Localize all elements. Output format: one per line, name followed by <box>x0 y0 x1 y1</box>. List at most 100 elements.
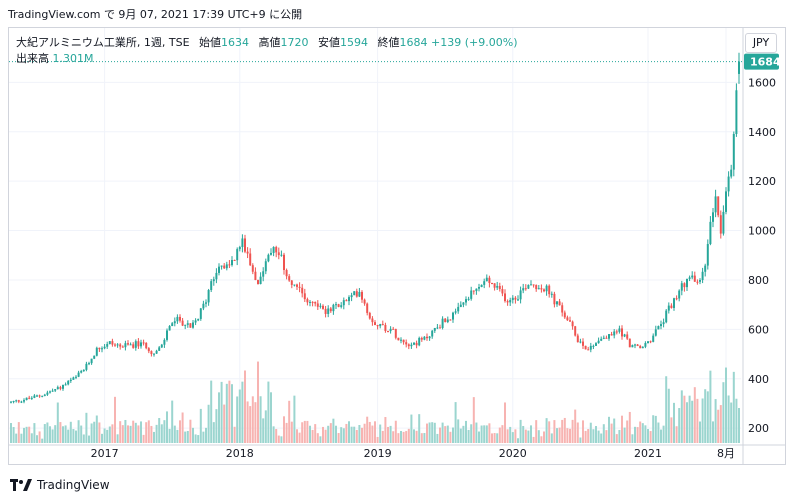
candle-body[interactable] <box>129 344 132 346</box>
candle-body[interactable] <box>249 253 252 266</box>
candle-body[interactable] <box>400 339 402 341</box>
candle-body[interactable] <box>46 392 49 395</box>
candle-body[interactable] <box>524 288 527 290</box>
candle-body[interactable] <box>519 290 522 300</box>
candle-body[interactable] <box>150 351 153 355</box>
candle-body[interactable] <box>106 344 109 347</box>
candle-body[interactable] <box>233 259 236 261</box>
candle-body[interactable] <box>36 395 38 397</box>
candle-body[interactable] <box>441 318 444 328</box>
candle-body[interactable] <box>491 282 493 284</box>
candle-body[interactable] <box>285 269 288 277</box>
candle-body[interactable] <box>311 301 314 303</box>
candle-body[interactable] <box>168 326 171 331</box>
candle-body[interactable] <box>530 284 532 286</box>
candle-body[interactable] <box>114 344 116 346</box>
candle-body[interactable] <box>392 328 395 330</box>
candle-body[interactable] <box>610 334 613 336</box>
candle-body[interactable] <box>82 369 85 372</box>
candle-body[interactable] <box>587 349 590 351</box>
candle-body[interactable] <box>33 395 36 398</box>
candle-body[interactable] <box>379 324 382 327</box>
symbol-title[interactable]: 大紀アルミニウム工業所, 1週, TSE <box>16 36 190 49</box>
candle-body[interactable] <box>202 303 205 309</box>
candle-body[interactable] <box>98 347 101 350</box>
candle-body[interactable] <box>725 191 727 212</box>
candle-body[interactable] <box>452 312 454 320</box>
candle-body[interactable] <box>173 321 176 324</box>
candle-body[interactable] <box>735 90 738 134</box>
candle-body[interactable] <box>342 300 345 306</box>
candle-body[interactable] <box>680 283 683 291</box>
candle-body[interactable] <box>426 336 428 339</box>
candle-body[interactable] <box>67 381 70 385</box>
candle-body[interactable] <box>77 372 80 377</box>
candle-body[interactable] <box>132 344 135 348</box>
candle-body[interactable] <box>10 401 12 403</box>
candle-body[interactable] <box>589 345 592 350</box>
candle-body[interactable] <box>340 305 343 307</box>
candle-body[interactable] <box>137 341 140 347</box>
candle-body[interactable] <box>657 326 660 330</box>
candle-body[interactable] <box>673 298 675 308</box>
candle-body[interactable] <box>246 251 249 254</box>
candle-body[interactable] <box>545 285 548 292</box>
candle-body[interactable] <box>667 305 670 311</box>
candle-body[interactable] <box>124 343 127 348</box>
candle-body[interactable] <box>350 295 353 298</box>
candle-body[interactable] <box>641 346 644 349</box>
candle-body[interactable] <box>38 395 41 397</box>
candle-body[interactable] <box>108 341 111 345</box>
candle-body[interactable] <box>467 298 470 300</box>
candle-body[interactable] <box>90 358 93 364</box>
brand-name[interactable]: TradingView <box>37 478 110 492</box>
candle-body[interactable] <box>561 305 564 313</box>
candle-body[interactable] <box>415 342 418 346</box>
candle-body[interactable] <box>337 304 340 307</box>
currency-button[interactable]: JPY <box>745 33 777 53</box>
candle-body[interactable] <box>618 328 621 332</box>
candle-body[interactable] <box>121 346 124 348</box>
candle-body[interactable] <box>272 247 275 253</box>
candle-body[interactable] <box>64 384 67 386</box>
candle-body[interactable] <box>262 271 265 277</box>
candle-body[interactable] <box>662 322 665 325</box>
candle-body[interactable] <box>387 330 389 332</box>
candle-body[interactable] <box>704 265 707 272</box>
candle-body[interactable] <box>548 285 551 295</box>
candle-body[interactable] <box>205 302 207 304</box>
candle-body[interactable] <box>439 327 441 329</box>
candle-body[interactable] <box>712 212 714 222</box>
candle-body[interactable] <box>639 346 642 349</box>
candle-body[interactable] <box>215 272 218 280</box>
candle-body[interactable] <box>418 337 421 346</box>
candle-body[interactable] <box>459 304 462 307</box>
candle-body[interactable] <box>509 300 512 303</box>
candle-body[interactable] <box>20 401 23 403</box>
candle-body[interactable] <box>532 284 535 286</box>
candle-body[interactable] <box>696 281 699 283</box>
candle-body[interactable] <box>628 338 631 348</box>
candle-body[interactable] <box>314 302 317 304</box>
candle-body[interactable] <box>511 297 514 301</box>
candle-body[interactable] <box>207 290 210 303</box>
candle-body[interactable] <box>420 337 423 340</box>
candle-body[interactable] <box>116 344 119 346</box>
candle-body[interactable] <box>540 288 543 290</box>
candle-body[interactable] <box>485 277 488 282</box>
candle-body[interactable] <box>550 293 553 295</box>
candle-body[interactable] <box>283 254 285 270</box>
candle-body[interactable] <box>277 252 280 256</box>
candle-body[interactable] <box>306 299 309 303</box>
candle-body[interactable] <box>303 293 306 300</box>
candle-body[interactable] <box>478 287 480 289</box>
candle-body[interactable] <box>288 276 291 281</box>
candle-body[interactable] <box>595 343 597 346</box>
candle-body[interactable] <box>12 401 15 403</box>
candle-body[interactable] <box>153 353 155 355</box>
candle-body[interactable] <box>41 395 44 397</box>
candle-body[interactable] <box>488 277 491 283</box>
candle-body[interactable] <box>101 348 103 350</box>
candle-body[interactable] <box>160 344 163 348</box>
candle-body[interactable] <box>316 303 319 307</box>
